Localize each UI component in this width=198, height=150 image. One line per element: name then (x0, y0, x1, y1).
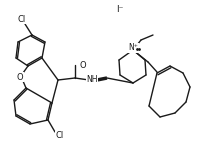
Text: NH: NH (86, 75, 98, 84)
Text: N⁺: N⁺ (128, 44, 138, 52)
Text: O: O (17, 72, 23, 81)
Text: Cl: Cl (56, 132, 64, 141)
Text: I⁻: I⁻ (116, 6, 124, 15)
Text: O: O (79, 60, 86, 69)
Text: Cl: Cl (18, 15, 26, 24)
